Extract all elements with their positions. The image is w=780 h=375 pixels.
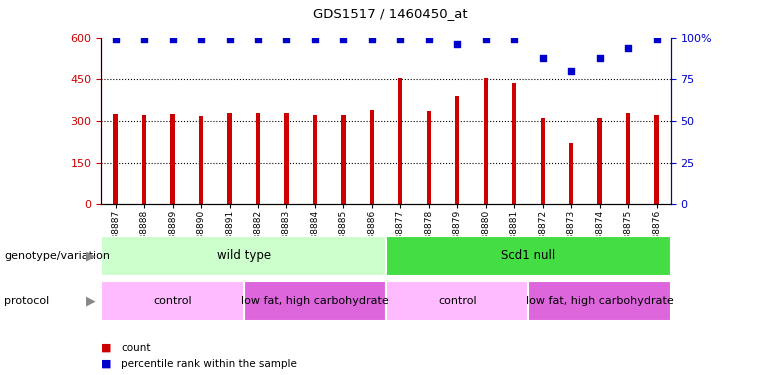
- Bar: [114, 114, 118, 204]
- Bar: [256, 112, 260, 204]
- Point: [366, 36, 378, 42]
- Text: protocol: protocol: [4, 296, 49, 306]
- Bar: [528, 281, 671, 321]
- Point: [480, 36, 492, 42]
- Point: [451, 41, 463, 47]
- Bar: [597, 118, 601, 204]
- Point: [565, 68, 577, 74]
- Bar: [101, 236, 386, 276]
- Text: genotype/variation: genotype/variation: [4, 251, 110, 261]
- Bar: [427, 111, 431, 204]
- Bar: [456, 96, 459, 204]
- Bar: [399, 78, 402, 204]
- Text: low fat, high carbohydrate: low fat, high carbohydrate: [526, 296, 673, 306]
- Point: [537, 54, 549, 60]
- Bar: [228, 112, 232, 204]
- Bar: [142, 116, 146, 204]
- Text: ▶: ▶: [86, 249, 95, 262]
- Point: [195, 36, 207, 42]
- Point: [423, 36, 435, 42]
- Point: [252, 36, 264, 42]
- Bar: [654, 115, 658, 204]
- Bar: [370, 110, 374, 204]
- Point: [280, 36, 292, 42]
- Bar: [626, 112, 630, 204]
- Bar: [243, 281, 386, 321]
- Text: percentile rank within the sample: percentile rank within the sample: [121, 359, 296, 369]
- Point: [223, 36, 236, 42]
- Bar: [342, 115, 346, 204]
- Bar: [101, 281, 243, 321]
- Point: [109, 36, 122, 42]
- Point: [337, 36, 349, 42]
- Point: [508, 36, 520, 42]
- Bar: [313, 115, 317, 204]
- Text: ■: ■: [101, 359, 112, 369]
- Point: [594, 54, 606, 60]
- Text: count: count: [121, 343, 151, 353]
- Point: [166, 36, 179, 42]
- Point: [622, 45, 634, 51]
- Bar: [569, 143, 573, 204]
- Point: [138, 36, 151, 42]
- Text: GDS1517 / 1460450_at: GDS1517 / 1460450_at: [313, 8, 467, 21]
- Bar: [512, 83, 516, 204]
- Text: ▶: ▶: [86, 294, 95, 307]
- Bar: [285, 112, 289, 204]
- Text: low fat, high carbohydrate: low fat, high carbohydrate: [241, 296, 388, 306]
- Bar: [541, 118, 544, 204]
- Point: [394, 36, 406, 42]
- Bar: [171, 114, 175, 204]
- Bar: [484, 78, 488, 204]
- Text: control: control: [438, 296, 477, 306]
- Bar: [199, 116, 203, 204]
- Point: [309, 36, 321, 42]
- Text: wild type: wild type: [217, 249, 271, 262]
- Text: control: control: [153, 296, 192, 306]
- Bar: [386, 281, 529, 321]
- Point: [651, 36, 663, 42]
- Text: Scd1 null: Scd1 null: [502, 249, 555, 262]
- Text: ■: ■: [101, 343, 112, 353]
- Bar: [386, 236, 671, 276]
